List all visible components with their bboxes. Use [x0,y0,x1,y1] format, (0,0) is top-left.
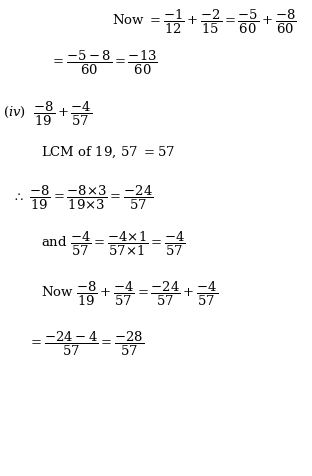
Text: $\therefore\ \dfrac{-8}{19} = \dfrac{-8{\times}3}{19{\times}3} = \dfrac{-24}{57}: $\therefore\ \dfrac{-8}{19} = \dfrac{-8{… [12,184,154,211]
Text: Now $= \dfrac{-1}{12} + \dfrac{-2}{15} = \dfrac{-5}{60} + \dfrac{-8}{60}$: Now $= \dfrac{-1}{12} + \dfrac{-2}{15} =… [112,8,297,35]
Text: $(iv)$  $\dfrac{-8}{19} + \dfrac{-4}{57}$: $(iv)$ $\dfrac{-8}{19} + \dfrac{-4}{57}$ [3,99,92,127]
Text: $= \dfrac{-5-8}{60} = \dfrac{-13}{60}$: $= \dfrac{-5-8}{60} = \dfrac{-13}{60}$ [50,49,158,77]
Text: LCM of 19, 57 $= 57$: LCM of 19, 57 $= 57$ [41,145,174,160]
Text: Now $\dfrac{-8}{19} + \dfrac{-4}{57} = \dfrac{-24}{57} + \dfrac{-4}{57}$: Now $\dfrac{-8}{19} + \dfrac{-4}{57} = \… [41,280,217,307]
Text: $= \dfrac{-24-4}{57} = \dfrac{-28}{57}$: $= \dfrac{-24-4}{57} = \dfrac{-28}{57}$ [28,329,144,357]
Text: and $\dfrac{-4}{57} = \dfrac{-4{\times}1}{57{\times}1} = \dfrac{-4}{57}$: and $\dfrac{-4}{57} = \dfrac{-4{\times}1… [41,230,185,258]
